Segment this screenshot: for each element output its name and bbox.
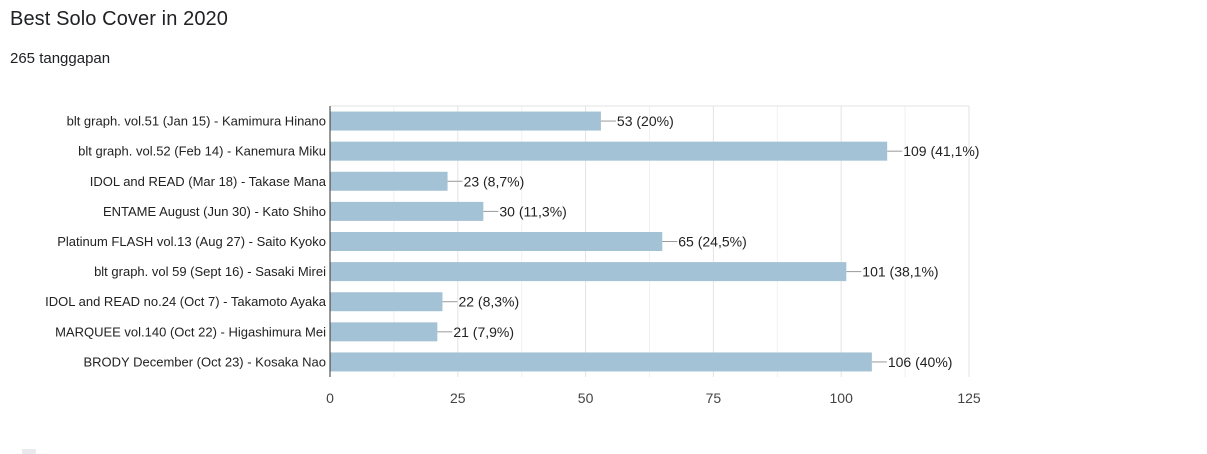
bar (330, 111, 601, 131)
category-label: Platinum FLASH vol.13 (Aug 27) - Saito K… (57, 234, 326, 249)
x-tick-label: 75 (706, 390, 722, 406)
x-tick-label: 50 (578, 390, 594, 406)
bar (330, 171, 448, 191)
data-label: 106 (40%) (888, 354, 953, 370)
category-label: MARQUEE vol.140 (Oct 22) - Higashimura M… (55, 324, 326, 339)
category-label: blt graph. vol 59 (Sept 16) - Sasaki Mir… (94, 264, 326, 279)
x-tick-label: 125 (957, 390, 981, 406)
bar (330, 292, 443, 312)
data-label: 101 (38,1%) (862, 264, 938, 280)
data-label: 109 (41,1%) (903, 143, 979, 159)
bar (330, 232, 663, 251)
x-tick-label: 0 (326, 390, 334, 406)
category-label: IDOL and READ no.24 (Oct 7) - Takamoto A… (45, 294, 327, 309)
category-label: blt graph. vol.52 (Feb 14) - Kanemura Mi… (78, 144, 326, 159)
data-label: 22 (8,3%) (458, 294, 519, 310)
data-label: 21 (7,9%) (453, 324, 514, 340)
category-label: blt graph. vol.51 (Jan 15) - Kamimura Hi… (67, 114, 326, 129)
legend-swatch-icon (22, 449, 36, 454)
category-label: ENTAME August (Jun 30) - Kato Shiho (103, 204, 326, 219)
bar (330, 352, 872, 372)
x-tick-label: 25 (450, 390, 466, 406)
bar (330, 262, 847, 282)
bar (330, 322, 438, 342)
data-label: 65 (24,5%) (678, 234, 746, 250)
response-count: 265 tanggapan (10, 50, 111, 67)
x-tick-label: 100 (830, 390, 854, 406)
data-label: 53 (20%) (617, 113, 674, 129)
bar (330, 201, 484, 221)
category-label: BRODY December (Oct 23) - Kosaka Nao (83, 354, 326, 369)
category-label: IDOL and READ (Mar 18) - Takase Mana (90, 174, 327, 189)
data-label: 23 (8,7%) (464, 173, 525, 189)
bar (330, 141, 888, 161)
data-label: 30 (11,3%) (499, 203, 566, 219)
form-title: Best Solo Cover in 2020 (10, 8, 228, 30)
